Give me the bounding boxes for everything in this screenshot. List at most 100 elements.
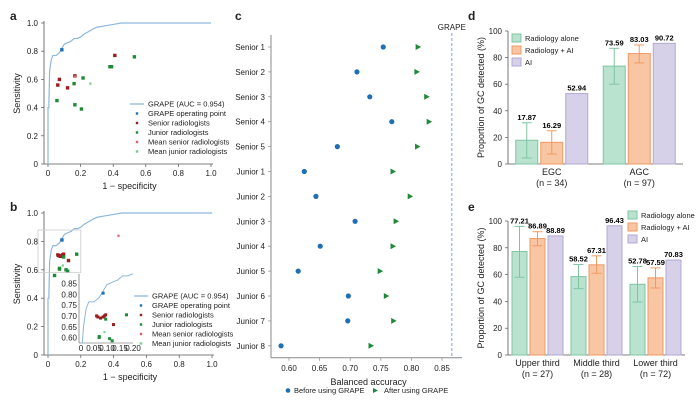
panel-letter: b — [10, 200, 17, 214]
y-tick-label: Senior 4 — [235, 118, 265, 127]
roc-curve-grape — [47, 212, 212, 355]
bar-value-label: 83.03 — [630, 35, 649, 44]
x-tick-label: 1.0 — [206, 360, 218, 369]
legend-swatch — [139, 313, 143, 317]
legend-label: Before using GRAPE — [294, 386, 364, 395]
bar-radiology-ai — [647, 277, 664, 356]
bar-ai — [547, 235, 564, 356]
bar-value-label: 16.29 — [542, 121, 561, 130]
y-tick-label: 0.2 — [27, 132, 39, 141]
point-after-grape — [424, 93, 430, 100]
y-tick-label: 20 — [493, 133, 502, 142]
legend: Radiology alone Radiology + AI AI — [511, 33, 579, 67]
x-tick-label: 0.2 — [75, 169, 87, 178]
point-junior-radiologists — [55, 98, 59, 103]
legend-swatch — [135, 140, 139, 144]
point-after-grape — [393, 218, 400, 225]
inset-point-senior-radiologists — [112, 323, 115, 327]
point-after-grape — [377, 268, 384, 275]
legend-swatch — [135, 150, 139, 153]
x-tick-label: 0.2 — [75, 360, 87, 369]
x-tick-label: Upper third — [515, 358, 560, 368]
point-junior-radiologists — [57, 267, 62, 271]
y-axis-label: Proportion of GC detected (%) — [476, 37, 486, 158]
point-senior-radiologists — [65, 86, 70, 90]
legend-label: GRAPE operating point — [148, 109, 227, 118]
x-tick-label: 0.65 — [312, 364, 328, 373]
y-tick-label: 0 — [34, 351, 39, 360]
y-tick-label: 0 — [498, 160, 503, 169]
inset-plot: 0 0.050.100.150.20 0.60 0.65 0.70 0.75 0.800.8… — [61, 273, 141, 353]
panel-letter: c — [235, 9, 242, 23]
legend-swatch — [135, 131, 139, 134]
x-tick-label: AGC — [629, 167, 649, 177]
point-senior-radiologists — [61, 252, 66, 256]
panel-letter: d — [468, 9, 475, 23]
legend-label: GRAPE operating point — [152, 301, 231, 310]
legend-label: Junior radiologists — [152, 320, 213, 329]
y-tick-label: 1.0 — [27, 19, 39, 28]
category-n-label: (n = 72) — [640, 369, 671, 379]
legend-swatch — [139, 304, 143, 307]
legend: GRAPE (AUC = 0.954)GRAPE operating point… — [134, 292, 234, 348]
y-tick-label: 60 — [493, 80, 502, 89]
inset-y-tick-label: 0.85 — [61, 280, 77, 289]
inset-x-tick-label: 0 — [79, 344, 84, 353]
y-tick-label: 0.8 — [27, 47, 39, 56]
inset-y-tick-label: 0.65 — [61, 323, 77, 332]
x-tick-label: 0.60 — [281, 364, 297, 373]
legend-label: AI — [525, 58, 532, 67]
x-tick-label: 0.8 — [173, 169, 185, 178]
point-junior-radiologists — [109, 65, 114, 69]
y-tick-label: Senior 2 — [235, 68, 265, 77]
point-junior-radiologists — [73, 103, 77, 107]
reference-line-label: GRAPE — [438, 23, 466, 32]
y-tick-label: Junior 4 — [237, 242, 266, 251]
point-after-grape — [426, 118, 433, 125]
x-tick-label: 0.75 — [373, 364, 389, 373]
y-tick-label: Junior 2 — [237, 192, 266, 201]
y-tick-label: Junior 6 — [237, 292, 266, 301]
inset-y-tick-label: 0.80 — [61, 290, 77, 299]
panel-letter: a — [10, 9, 17, 23]
bar-value-label: 73.59 — [605, 38, 624, 47]
y-tick-label: Junior 8 — [237, 342, 266, 351]
y-tick-label: 60 — [493, 271, 502, 280]
point-after-grape — [407, 193, 414, 200]
y-tick-label: 40 — [493, 107, 502, 116]
legend-label: After using GRAPE — [384, 386, 448, 395]
y-tick-label: Senior 5 — [235, 143, 265, 152]
legend-label: GRAPE (AUC = 0.954) — [148, 100, 225, 109]
x-tick-label: 0 — [46, 169, 51, 178]
point-before-grape — [380, 44, 386, 50]
legend-swatch — [627, 222, 638, 232]
x-tick-label: 0.6 — [141, 360, 153, 369]
bar-value-label: 88.89 — [546, 226, 565, 235]
legend-swatch — [627, 234, 638, 244]
inset-x-tick-label: 0.05 — [86, 344, 102, 353]
y-tick-label: Senior 1 — [235, 43, 265, 52]
x-tick-label: 0.6 — [140, 169, 152, 178]
y-tick-label: 80 — [493, 54, 502, 63]
legend-label: Junior radiologists — [148, 128, 209, 137]
legend-label: AI — [641, 235, 648, 244]
point-before-grape — [295, 268, 301, 274]
point-after-grape — [414, 68, 420, 75]
legend-label: Mean junior radiologists — [148, 147, 227, 156]
bar-value-label: 52.94 — [567, 84, 587, 93]
legend-swatch — [135, 112, 139, 115]
point-after-grape — [415, 44, 422, 50]
y-tick-label: 100 — [489, 27, 503, 36]
panel-c: c 0.60 0.65 0.70 0.75 0.80 0.85 Balanced accura… — [235, 9, 466, 395]
inset-point-senior-radiologists — [99, 316, 102, 320]
bar-radiology-ai — [529, 238, 546, 356]
point-grape-operating-point — [60, 238, 64, 242]
inset-point-junior-radiologists — [110, 339, 114, 343]
point-grape-operating-point — [60, 48, 64, 52]
point-after-grape — [390, 243, 397, 250]
y-tick-label: 100 — [489, 217, 503, 226]
legend-swatch — [511, 33, 522, 43]
point-after-grape — [391, 317, 397, 324]
